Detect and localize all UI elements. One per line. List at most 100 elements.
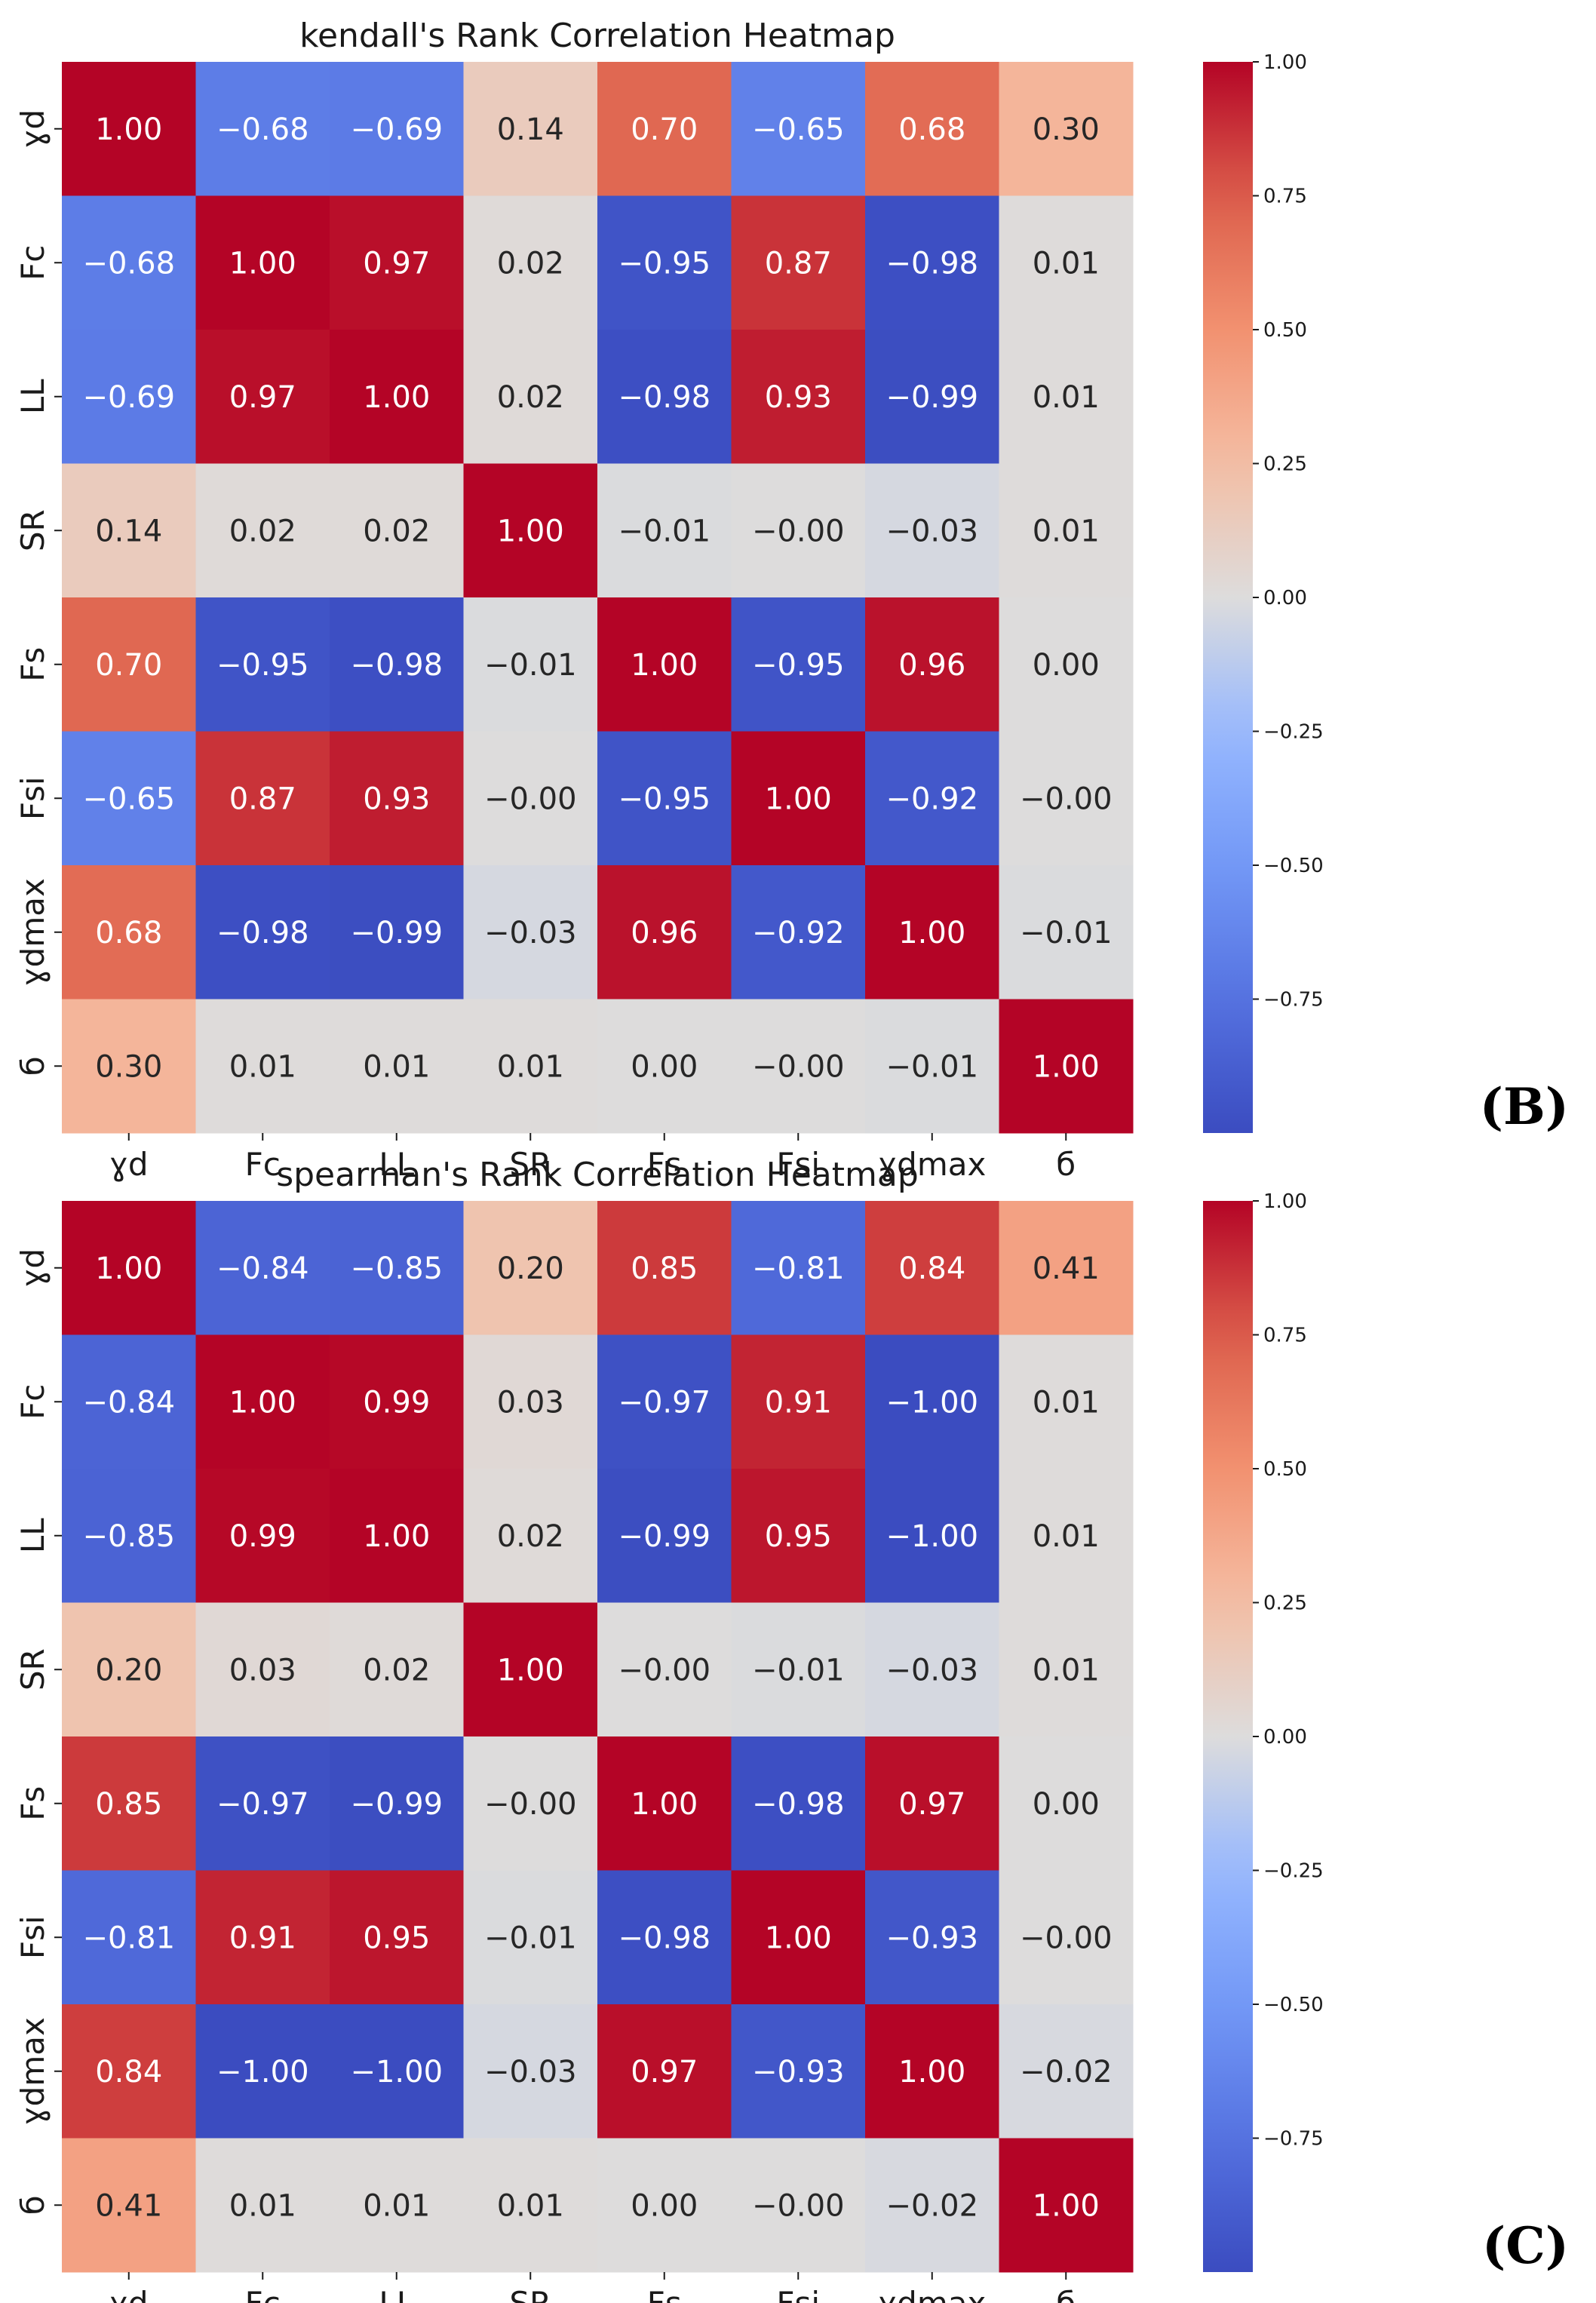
kendall-heatmap-panel: kendall's Rank Correlation Heatmap 1.00 −0… [14, 17, 1569, 1183]
cell-value-label-r0-c4: 0.85 [631, 1251, 698, 1286]
cell-value-label-r1-c6: −1.00 [885, 1385, 978, 1420]
heatmap-cell-r7-c4 [597, 2138, 732, 2273]
heatmap-cell-r2-c1 [195, 330, 330, 464]
heatmap-cell-r5-c0 [62, 1870, 196, 2005]
heatmap-cell-r3-c5 [731, 1602, 866, 1737]
heatmap-cell-r0-c4 [597, 1201, 732, 1335]
y-tick-label-4: Fs [14, 647, 51, 682]
cell-value-label-r7-c4: 0.00 [631, 2188, 698, 2223]
cell-value-label-r7-c1: 0.01 [229, 1049, 296, 1084]
y-tick-label-7: б [14, 1056, 51, 1076]
panel-label: (B) [1480, 1077, 1569, 1136]
heatmap-cell-r2-c7 [999, 330, 1134, 464]
cell-value-label-r1-c0: −0.84 [82, 1385, 175, 1420]
chart-title: kendall's Rank Correlation Heatmap [299, 17, 895, 55]
heatmap-cell-r6-c1 [195, 2004, 330, 2139]
heatmap-cell-r4-c3 [463, 597, 598, 732]
cell-value-label-r7-c3: 0.01 [497, 1049, 564, 1084]
cell-value-label-r4-c1: −0.95 [216, 648, 309, 683]
cell-value-label-r2-c7: 0.01 [1033, 380, 1100, 415]
heatmap-cell-r4-c4 [597, 1736, 732, 1871]
cell-value-label-r4-c3: −0.01 [484, 648, 577, 683]
cell-value-label-r3-c0: 0.20 [95, 1653, 162, 1687]
heatmap-cell-r0-c5 [731, 1201, 866, 1335]
cell-value-label-r5-c3: −0.01 [484, 1921, 577, 1955]
heatmap-cell-r3-c4 [597, 1602, 732, 1737]
heatmap-cell-r1-c2 [330, 1334, 464, 1469]
heatmap-cell-r1-c7 [999, 1334, 1134, 1469]
heatmap-cell-r3-c3 [463, 463, 598, 598]
x-tick-label-5: Fsi [776, 1146, 820, 1183]
cell-value-label-r6-c4: 0.97 [631, 2055, 698, 2090]
heatmap-cell-r3-c4 [597, 463, 732, 598]
cell-value-label-r2-c1: 0.99 [229, 1519, 296, 1554]
heatmap-cell-r5-c6 [865, 731, 999, 866]
cell-value-label-r3-c6: −0.03 [885, 514, 978, 548]
cell-value-label-r7-c2: 0.01 [363, 1049, 430, 1084]
panel-label: (C) [1482, 2216, 1569, 2275]
y-tick-label-5: Fsi [14, 776, 51, 820]
x-tick-label-3: SR [509, 2285, 551, 2303]
cell-value-label-r7-c7: 1.00 [1033, 2188, 1100, 2223]
cell-value-label-r0-c4: 0.70 [631, 112, 698, 147]
heatmap-cell-r5-c7 [999, 731, 1134, 866]
heatmap-cell-r6-c4 [597, 2004, 732, 2139]
heatmap-cell-r2-c3 [463, 1469, 598, 1603]
heatmap-cell-r6-c6 [865, 2004, 999, 2139]
heatmap-cell-r1-c1 [195, 1334, 330, 1469]
heatmap-cell-r4-c0 [62, 1736, 196, 1871]
colorbar-tick-label-0: 1.00 [1263, 1190, 1307, 1213]
heatmap-cell-r4-c6 [865, 1736, 999, 1871]
cell-value-label-r2-c7: 0.01 [1033, 1519, 1100, 1554]
cell-value-label-r1-c4: −0.95 [618, 246, 711, 281]
y-tick-label-6: ɣdmax [14, 2017, 51, 2125]
cell-value-label-r2-c5: 0.95 [765, 1519, 832, 1554]
cell-value-label-r7-c6: −0.02 [885, 2188, 978, 2223]
heatmap-cell-r4-c0 [62, 597, 196, 732]
heatmap-cell-r3-c7 [999, 1602, 1134, 1737]
heatmap-cell-r2-c7 [999, 1469, 1134, 1603]
y-tick-label-5: Fsi [14, 1915, 51, 1959]
cell-value-label-r2-c0: −0.69 [82, 380, 175, 415]
heatmap-cell-r2-c2 [330, 1469, 464, 1603]
cell-value-label-r4-c2: −0.98 [350, 648, 443, 683]
heatmap-cell-r3-c6 [865, 463, 999, 598]
cell-value-label-r2-c6: −0.99 [885, 380, 978, 415]
heatmap-cell-r4-c6 [865, 597, 999, 732]
heatmap-cell-r2-c5 [731, 330, 866, 464]
heatmap-cell-r2-c4 [597, 330, 732, 464]
heatmap-cell-r6-c1 [195, 865, 330, 1000]
x-tick-label-1: Fc [245, 2285, 281, 2303]
y-tick-label-4: Fs [14, 1786, 51, 1821]
heatmap-cell-r5-c3 [463, 731, 598, 866]
heatmap-cell-r5-c1 [195, 1870, 330, 2005]
cell-value-label-r5-c4: −0.95 [618, 781, 711, 816]
cell-value-label-r3-c3: 1.00 [497, 514, 564, 548]
cell-value-label-r6-c3: −0.03 [484, 2055, 577, 2090]
x-tick-label-4: Fs [647, 1146, 682, 1183]
cell-value-label-r1-c3: 0.03 [497, 1385, 564, 1420]
cell-value-label-r6-c5: −0.93 [752, 2055, 845, 2090]
x-tick-label-5: Fsi [776, 2285, 820, 2303]
cell-value-label-r0-c6: 0.84 [898, 1251, 965, 1286]
heatmap-cell-r6-c0 [62, 2004, 196, 2139]
colorbar-tick-label-7: −0.75 [1263, 989, 1324, 1012]
heatmap-cell-r4-c5 [731, 1736, 866, 1871]
cell-value-label-r0-c7: 0.41 [1033, 1251, 1100, 1286]
heatmap-cell-r2-c3 [463, 330, 598, 464]
heatmap-cell-r7-c0 [62, 999, 196, 1134]
x-tick-label-4: Fs [647, 2285, 682, 2303]
cell-value-label-r7-c0: 0.41 [95, 2188, 162, 2223]
cell-value-label-r4-c5: −0.98 [752, 1787, 845, 1822]
y-tick-label-0: ɣd [14, 1248, 51, 1288]
heatmap-cell-r1-c3 [463, 195, 598, 330]
heatmap-cell-r4-c1 [195, 1736, 330, 1871]
cell-value-label-r3-c7: 0.01 [1033, 1653, 1100, 1687]
heatmap-cell-r3-c0 [62, 463, 196, 598]
cell-value-label-r4-c0: 0.70 [95, 648, 162, 683]
cell-value-label-r2-c3: 0.02 [497, 380, 564, 415]
cell-value-label-r4-c3: −0.00 [484, 1787, 577, 1822]
heatmap-cell-r6-c7 [999, 865, 1134, 1000]
heatmap-cell-r1-c0 [62, 1334, 196, 1469]
